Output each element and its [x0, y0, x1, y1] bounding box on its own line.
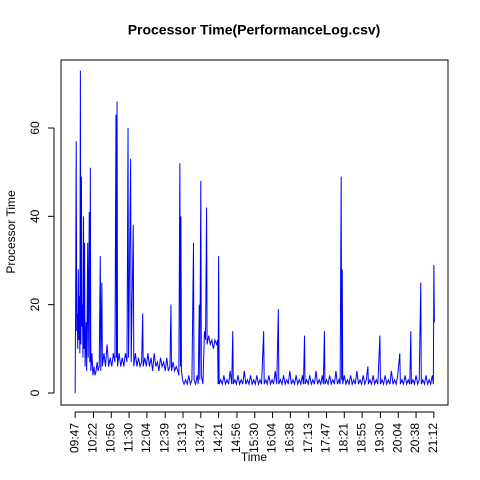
x-tick-label: 13:13 [175, 423, 189, 453]
plot-frame [60, 59, 449, 406]
x-tick-label: 21:12 [426, 423, 440, 453]
x-tick-label: 11:30 [121, 423, 135, 452]
y-axis-label: Processor Time [4, 190, 18, 274]
x-tick-label: 18:55 [354, 423, 368, 453]
x-tick-label: 18:21 [336, 423, 350, 453]
data-line [74, 70, 435, 393]
x-tick-label: 12:39 [157, 423, 171, 453]
x-axis-label: Time [241, 450, 268, 464]
x-tick-label: 17:13 [301, 423, 315, 453]
x-tick-label: 16:38 [283, 423, 297, 453]
x-tick-label: 14:21 [211, 423, 225, 453]
x-tick-label: 10:22 [86, 423, 100, 453]
x-tick-label: 13:47 [193, 423, 207, 453]
x-tick-label: 09:47 [67, 423, 81, 453]
x-tick-label: 19:30 [373, 423, 387, 453]
x-tick-label: 12:04 [139, 423, 153, 453]
y-tick-label: 40 [28, 209, 42, 223]
x-tick-label: 10:56 [103, 423, 117, 453]
y-tick-label: 60 [28, 121, 42, 135]
x-tick-label: 14:56 [229, 423, 243, 453]
x-tick-label: 16:04 [265, 423, 279, 453]
y-tick-label: 20 [28, 298, 42, 312]
x-tick-label: 20:04 [390, 423, 404, 453]
y-tick-label: 0 [28, 389, 42, 396]
x-tick-label: 15:30 [247, 423, 261, 453]
x-tick-label: 17:47 [319, 423, 333, 453]
chart-title: Processor Time(PerformanceLog.csv) [128, 22, 381, 38]
x-tick-label: 20:38 [408, 423, 422, 453]
